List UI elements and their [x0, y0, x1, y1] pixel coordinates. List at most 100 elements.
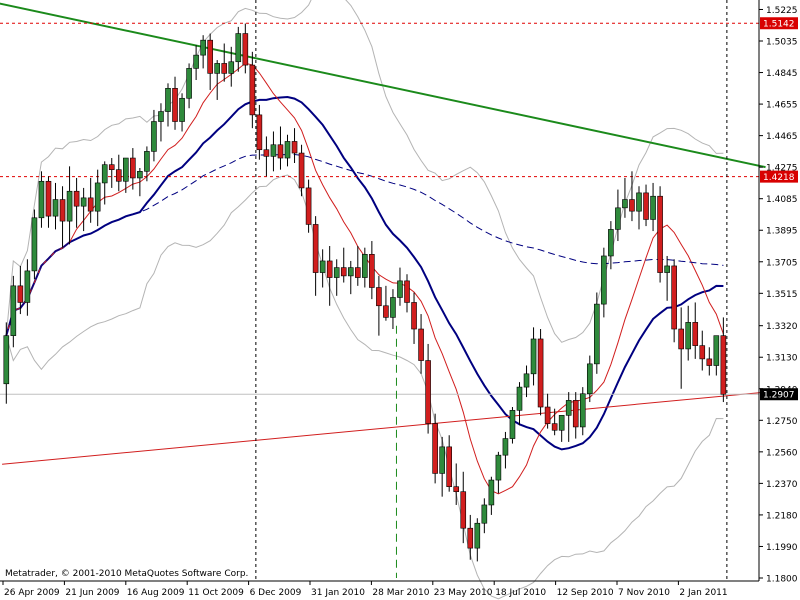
candle-body — [713, 335, 720, 366]
candle — [481, 498, 488, 534]
y-tick-label: 1.3705 — [766, 258, 798, 268]
candle — [692, 302, 699, 359]
candle — [460, 471, 467, 544]
candle — [418, 314, 424, 374]
candle-body — [390, 297, 396, 318]
candle — [115, 154, 122, 192]
candle — [622, 177, 628, 218]
candle-body — [685, 322, 692, 350]
candle-body — [537, 338, 544, 408]
candle-body — [369, 254, 375, 288]
candle-body — [699, 345, 706, 360]
candle — [151, 109, 157, 162]
candle — [17, 265, 24, 315]
candle — [586, 355, 593, 403]
x-tick-label: 26 Apr 2009 — [4, 588, 60, 598]
candle-body — [186, 68, 192, 99]
candle — [706, 347, 713, 376]
candle-body — [94, 182, 101, 212]
candle — [66, 166, 73, 245]
copyright-text: Metatrader, © 2001-2010 MetaQuotes Softw… — [5, 569, 248, 579]
y-tick-label: 1.2560 — [766, 448, 798, 458]
candle — [558, 415, 565, 442]
y-tick-label: 1.1990 — [766, 543, 798, 553]
y-tick-label: 1.4845 — [766, 69, 798, 79]
y-tick-label: 1.2370 — [766, 480, 798, 490]
candle-body — [650, 195, 656, 220]
candle — [158, 103, 164, 142]
candle-body — [80, 197, 87, 207]
candle — [685, 305, 692, 361]
candle — [340, 247, 347, 283]
candle — [80, 187, 87, 232]
candle — [720, 317, 727, 403]
candle — [144, 146, 150, 182]
candle-body — [657, 195, 663, 273]
candle-body — [172, 88, 178, 122]
candle-body — [24, 270, 31, 303]
candle — [101, 161, 108, 205]
candle-body — [179, 97, 185, 122]
candle — [502, 431, 509, 469]
candle — [544, 393, 551, 429]
candle-body — [144, 151, 150, 172]
candle-body — [66, 190, 73, 222]
candle — [284, 134, 291, 167]
trend-lines — [0, 0, 766, 581]
x-tick-label: 6 Dec 2009 — [250, 588, 302, 598]
candle — [333, 259, 340, 296]
candle-body — [277, 144, 284, 159]
candle — [249, 51, 256, 129]
candle-body — [242, 33, 249, 66]
candle-body — [235, 33, 242, 63]
candle — [312, 216, 319, 296]
candle — [24, 259, 31, 316]
candle-body — [636, 192, 642, 212]
price-label-box — [760, 170, 798, 183]
trendline-trend-up — [2, 391, 766, 465]
candle-body — [298, 152, 305, 189]
candle — [615, 189, 621, 242]
x-tick-label: 31 Jan 2010 — [311, 588, 365, 598]
candle — [516, 382, 523, 426]
candle-body — [228, 61, 235, 74]
x-tick-label: 21 Jun 2009 — [65, 588, 119, 598]
candle-body — [411, 302, 417, 330]
candle — [31, 209, 38, 280]
candle — [713, 335, 720, 376]
candle — [397, 267, 403, 306]
candle — [453, 463, 460, 505]
candle-body — [502, 438, 509, 456]
candle-body — [706, 358, 713, 366]
candle — [298, 144, 305, 197]
candle — [179, 93, 185, 132]
candle — [270, 131, 277, 172]
candle-body — [404, 280, 410, 303]
candle-body — [629, 199, 635, 212]
candle — [537, 329, 544, 416]
candle — [52, 182, 59, 230]
price-label-text: 1.5142 — [763, 20, 795, 30]
candle-body — [108, 164, 115, 170]
x-tick-label: 16 Aug 2009 — [127, 588, 185, 598]
candle-body — [87, 197, 94, 212]
candle-body — [207, 39, 213, 74]
candle-body — [256, 114, 263, 151]
candle-body — [130, 157, 136, 179]
price-labels: 1.5142 1.4218 1.2907 — [760, 17, 798, 401]
candle-body — [558, 415, 565, 431]
candle-body — [474, 522, 481, 549]
candle-body — [692, 322, 699, 346]
candle-body — [17, 285, 24, 303]
candle-body — [165, 88, 171, 112]
candle-body — [586, 363, 593, 395]
y-tick-label: 1.4275 — [766, 164, 798, 174]
candle — [671, 259, 677, 343]
candle-body — [453, 486, 460, 492]
axes — [0, 0, 760, 582]
candle-body — [530, 338, 537, 375]
candle-body — [123, 157, 129, 182]
candle — [228, 46, 235, 87]
candlesticks — [3, 23, 727, 562]
